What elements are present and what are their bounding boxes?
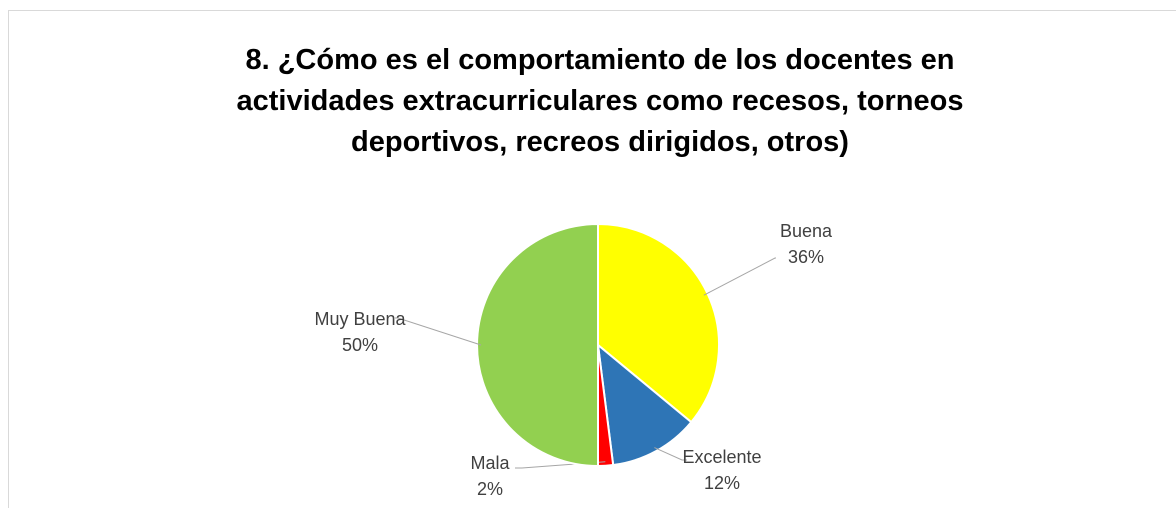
pie-slice (476, 222, 599, 468)
chart-frame (8, 10, 1176, 508)
data-label-value: 12% (704, 473, 740, 493)
data-label-name: Mala (470, 453, 510, 473)
leader-line (703, 257, 776, 296)
data-label-value: 50% (342, 335, 378, 355)
leader-line (654, 447, 687, 461)
data-label-name: Excelente (682, 447, 761, 467)
data-label-name: Muy Buena (314, 309, 406, 329)
data-label-value: 36% (788, 247, 824, 267)
chart-title: 8. ¿Cómo es el comportamiento de los doc… (236, 44, 964, 158)
data-label-value: 2% (477, 479, 503, 499)
leader-line (395, 317, 482, 346)
data-label-name: Buena (780, 221, 833, 241)
pie-slice (596, 342, 693, 467)
